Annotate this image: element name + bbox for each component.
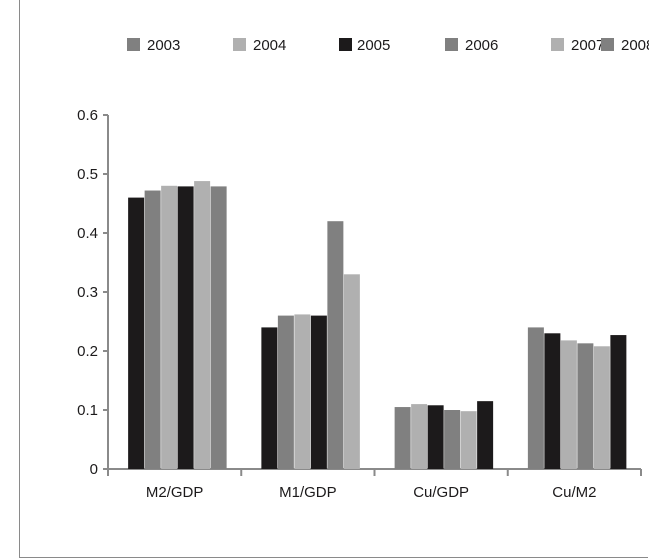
legend-swatch-2004 [233, 38, 246, 51]
legend-swatch-2006 [445, 38, 458, 51]
chart-frame [19, 0, 648, 558]
y-tick-label: 0.1 [77, 402, 98, 419]
bar [460, 411, 477, 469]
y-tick-label: 0.4 [77, 225, 98, 242]
bar [144, 190, 161, 469]
y-tick-label: 0.6 [77, 107, 98, 124]
legend-swatch-2008 [601, 38, 614, 51]
y-axis: 0 0.1 0.2 0.3 0.4 0.5 0.6 [77, 107, 109, 478]
y-tick-label: 0 [90, 461, 98, 478]
x-axis: M2/GDP M1/GDP Cu/GDP Cu/M2 [107, 468, 642, 501]
bar [411, 404, 428, 469]
bar [261, 327, 278, 469]
bar [194, 181, 211, 469]
bar [560, 340, 577, 469]
x-tick-label: M2/GDP [146, 484, 204, 501]
legend-label-2004: 2004 [253, 37, 286, 54]
bar [444, 410, 461, 469]
legend-label-2005: 2005 [357, 37, 390, 54]
legend-swatch-2005 [339, 38, 352, 51]
legend: 2003 2004 2005 2006 2007 2008 [127, 37, 649, 54]
bar [343, 274, 360, 469]
y-tick-label: 0.5 [77, 166, 98, 183]
legend-label-2007: 2007 [571, 37, 604, 54]
bar [327, 221, 344, 469]
bar [593, 346, 610, 469]
bar [294, 314, 311, 469]
bar [310, 315, 327, 469]
bar [177, 186, 194, 469]
bar [161, 185, 178, 470]
bar [477, 401, 494, 469]
x-tick-label: Cu/M2 [552, 484, 596, 501]
bar [427, 405, 444, 469]
bar [277, 315, 294, 469]
legend-swatch-2003 [127, 38, 140, 51]
x-tick-label: Cu/GDP [413, 484, 469, 501]
bars [128, 181, 627, 470]
legend-label-2008: 2008 [621, 37, 649, 54]
x-tick-label: M1/GDP [279, 484, 337, 501]
legend-swatch-2007 [551, 38, 564, 51]
y-tick-label: 0.3 [77, 284, 98, 301]
bar [394, 407, 411, 469]
bar [128, 197, 145, 469]
bar [577, 343, 594, 469]
legend-label-2003: 2003 [147, 37, 180, 54]
legend-label-2006: 2006 [465, 37, 498, 54]
bar [210, 186, 227, 469]
bar [544, 333, 561, 469]
bar [527, 327, 544, 469]
y-tick-label: 0.2 [77, 343, 98, 360]
bar [610, 335, 627, 469]
